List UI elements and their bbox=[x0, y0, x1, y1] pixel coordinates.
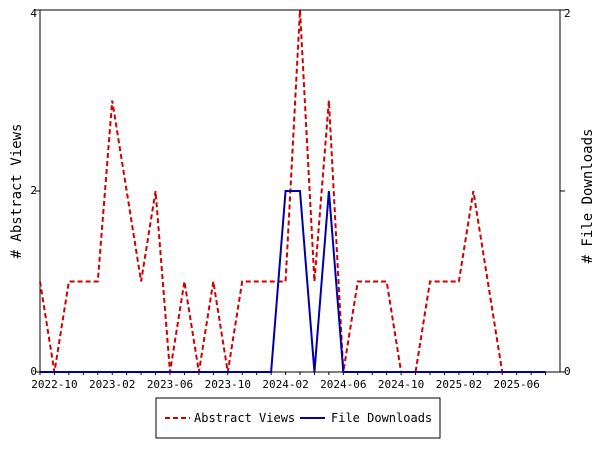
x-tick-label: 2023-10 bbox=[205, 378, 251, 391]
series-line-file-downloads bbox=[40, 190, 546, 373]
x-tick-label: 2024-02 bbox=[262, 378, 308, 391]
y-axis-title-right: # File Downloads bbox=[580, 129, 596, 264]
legend-box bbox=[155, 397, 441, 439]
y-tick-label-right: 2 bbox=[564, 7, 571, 20]
series-lines bbox=[39, 9, 546, 373]
x-tick-label: 2024-06 bbox=[320, 378, 366, 391]
x-tick-label: 2023-02 bbox=[89, 378, 135, 391]
x-tick-label: 2024-10 bbox=[378, 378, 424, 391]
x-tick-label: 2025-02 bbox=[436, 378, 482, 391]
tick-labels: 2022-10 2023-02 2023-06 2023-10 2024-02 2024-… bbox=[30, 7, 570, 391]
legend-label-file-downloads: File Downloads bbox=[331, 411, 432, 425]
x-tick-label: 2022-10 bbox=[31, 378, 77, 391]
x-tick-label: 2023-06 bbox=[147, 378, 193, 391]
y-tick-label-left: 0 bbox=[30, 365, 37, 378]
y-axis-title-left: # Abstract Views bbox=[9, 124, 25, 259]
y-tick-label-right: 0 bbox=[564, 365, 571, 378]
legend-label-abstract-views: Abstract Views bbox=[194, 411, 295, 425]
y-tick-label-left: 4 bbox=[30, 7, 37, 20]
x-tick-label: 2025-06 bbox=[493, 378, 539, 391]
y-tick-label-left: 2 bbox=[30, 184, 37, 197]
legend: Abstract Views File Downloads bbox=[155, 397, 441, 439]
